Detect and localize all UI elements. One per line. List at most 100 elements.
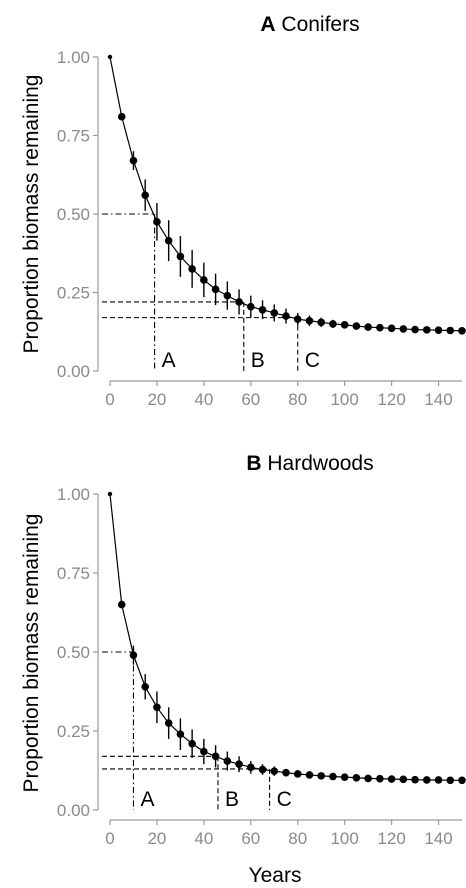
panel-b-reference-lines: A B C <box>102 651 292 811</box>
data-point <box>270 767 279 775</box>
x-tick-label: 20 <box>147 829 166 848</box>
x-tick-label: 0 <box>105 390 114 409</box>
data-point <box>176 252 185 261</box>
reference-label-c: C <box>277 788 292 811</box>
data-point <box>387 775 396 783</box>
data-point <box>247 302 255 311</box>
data-point <box>107 54 113 60</box>
data-point <box>434 776 443 784</box>
data-point <box>129 156 138 165</box>
x-tick-label: 0 <box>105 829 114 848</box>
data-point <box>364 774 372 783</box>
panel-a-ticks: 0.00 0.25 0.50 0.75 1.00 0 20 40 60 80 100 120 140 <box>57 48 453 409</box>
data-point <box>153 703 161 712</box>
data-point <box>188 739 196 748</box>
data-point <box>235 760 243 768</box>
data-point <box>270 309 279 317</box>
y-tick-label: 0.50 <box>57 643 90 662</box>
data-point <box>223 757 232 765</box>
panel-a-title: A Conifers <box>260 13 359 36</box>
data-point <box>305 316 314 325</box>
data-point <box>399 775 408 784</box>
x-tick-label: 80 <box>288 829 307 848</box>
data-point <box>376 774 384 783</box>
data-point <box>434 326 443 334</box>
y-tick-label: 0.00 <box>57 362 90 381</box>
data-point <box>200 747 208 756</box>
data-point <box>352 322 361 330</box>
data-point <box>258 765 267 774</box>
y-tick-label: 1.00 <box>57 48 90 67</box>
data-point <box>223 291 232 300</box>
reference-label-a: A <box>140 788 154 811</box>
x-tick-label: 80 <box>288 390 307 409</box>
data-point <box>164 236 173 245</box>
panel-b-title-text: Hardwoods <box>267 452 373 475</box>
data-point <box>211 285 220 294</box>
data-point <box>305 771 314 779</box>
data-point <box>399 325 408 333</box>
data-point <box>340 321 349 329</box>
panel-a-letter: A <box>260 13 275 36</box>
x-tick-label: 40 <box>194 390 213 409</box>
x-tick-label: 140 <box>424 829 452 848</box>
panel-b-series <box>107 491 466 785</box>
data-point <box>293 770 302 778</box>
data-point <box>329 320 337 328</box>
data-point <box>141 682 149 691</box>
data-point <box>317 772 326 780</box>
data-point <box>141 191 149 199</box>
data-point <box>352 773 361 782</box>
panel-a-title-text: Conifers <box>281 13 359 36</box>
data-point <box>282 312 290 320</box>
y-tick-label: 0.75 <box>57 127 90 146</box>
data-point <box>211 752 220 761</box>
y-tick-label: 1.00 <box>57 485 90 504</box>
x-tick-label: 120 <box>377 390 405 409</box>
data-point <box>317 318 326 327</box>
data-point <box>153 218 161 226</box>
x-tick-label: 100 <box>330 390 358 409</box>
data-point <box>129 651 138 659</box>
data-point <box>376 323 384 332</box>
hardwoods-panel: B Hardwoods Proportion biomass remaining… <box>20 452 466 887</box>
reference-label-a: A <box>162 349 176 372</box>
y-tick-label: 0.75 <box>57 564 90 583</box>
data-point <box>423 776 431 784</box>
data-point <box>340 773 349 781</box>
data-point <box>423 326 431 334</box>
x-tick-label: 140 <box>424 390 452 409</box>
y-tick-label: 0.25 <box>57 284 90 303</box>
data-point <box>235 298 243 306</box>
data-point <box>247 763 255 772</box>
panel-b-axes <box>97 494 462 821</box>
data-point <box>107 491 113 497</box>
data-point <box>446 326 455 335</box>
data-point <box>387 324 396 333</box>
reference-label-b: B <box>251 349 265 372</box>
panel-a-series <box>107 54 466 335</box>
data-point <box>117 600 126 609</box>
x-tick-label: 120 <box>377 829 405 848</box>
x-tick-label: 20 <box>147 390 166 409</box>
data-point <box>188 265 196 273</box>
data-point <box>176 730 185 738</box>
data-point <box>164 719 173 727</box>
y-tick-label: 0.00 <box>57 801 90 820</box>
data-point <box>117 112 126 121</box>
x-tick-label: 100 <box>330 829 358 848</box>
data-point <box>293 315 302 323</box>
panel-a-reference-lines: A B C <box>102 213 320 372</box>
x-tick-label: 60 <box>241 829 260 848</box>
reference-label-c: C <box>305 349 320 372</box>
reference-label-b: B <box>225 788 239 811</box>
panel-b-letter: B <box>246 452 261 475</box>
data-point <box>364 323 372 331</box>
data-point <box>411 325 419 334</box>
x-tick-label: 40 <box>194 829 213 848</box>
series-line <box>109 56 463 332</box>
panel-b-y-axis-label: Proportion biomass remaining <box>20 514 43 793</box>
panel-a-axes <box>97 57 462 382</box>
conifers-panel: A Conifers Proportion biomass remaining … <box>20 13 466 409</box>
